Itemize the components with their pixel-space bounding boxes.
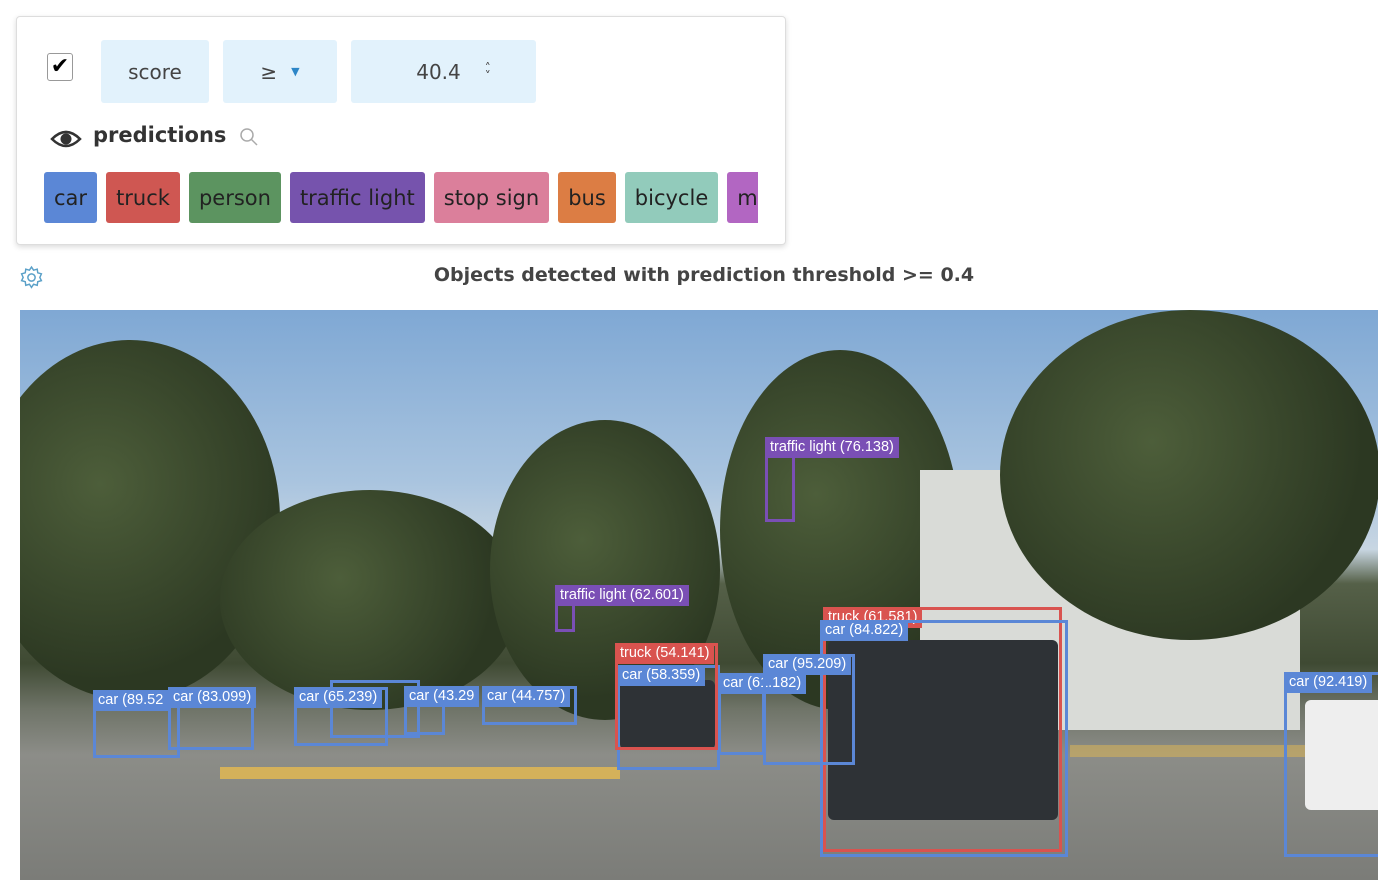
filter-operator-label: ≥	[260, 59, 278, 84]
bounding-box-car[interactable]	[330, 680, 420, 738]
filter-operator-select[interactable]: ≥ ▼	[223, 40, 337, 103]
panel-title: Objects detected with prediction thresho…	[433, 264, 975, 286]
bounding-box-label: car (84.822)	[820, 620, 909, 641]
class-tag-mot[interactable]: mot	[727, 172, 758, 223]
filter-checkbox[interactable]: ✔	[47, 53, 73, 81]
bounding-box-label: car (65.239)	[294, 687, 383, 708]
search-icon[interactable]	[239, 127, 259, 147]
filter-field-label: score	[128, 59, 182, 84]
bounding-box-label: car (58.359)	[617, 665, 706, 686]
bounding-box-label: car (89.52	[93, 690, 169, 711]
bounding-box-car[interactable]	[1284, 672, 1378, 857]
class-tag-bicycle[interactable]: bicycle	[624, 172, 719, 223]
filter-field-select[interactable]: score	[101, 40, 209, 103]
bounding-box-label: car (43.29	[404, 686, 480, 707]
caret-down-icon: ▼	[291, 65, 300, 78]
detection-image: truck (61.581) car (84.822) car (89.52 car …	[20, 310, 1378, 880]
spinner-icon[interactable]: ˄ ˅	[484, 60, 491, 83]
class-tag-bus[interactable]: bus	[558, 172, 616, 223]
class-tags: car truck person traffic light stop sign bus b…	[44, 172, 758, 223]
bounding-box-label: traffic light (62.601)	[555, 585, 689, 606]
class-tag-truck[interactable]: truck	[106, 172, 180, 223]
bounding-box-label: car (61.182)	[718, 673, 807, 694]
bounding-box-label: car (92.419)	[1284, 672, 1373, 693]
predictions-label: predictions	[93, 123, 227, 147]
bounding-box-label: traffic light (76.138)	[765, 437, 899, 458]
filter-panel: ✔ score ≥ ▼ 40.4 ˄ ˅ predictions car truck pe…	[16, 16, 786, 245]
filter-value-text: 40.4	[416, 59, 461, 84]
bounding-box-label: car (83.099)	[168, 687, 257, 708]
filter-value-input[interactable]: 40.4 ˄ ˅	[351, 40, 536, 103]
bounding-box-truck[interactable]	[823, 607, 1062, 852]
bounding-box-label: car (95.209)	[763, 654, 852, 675]
bounding-box-car[interactable]	[820, 620, 1068, 857]
class-tag-person[interactable]: person	[188, 172, 281, 223]
bounding-box-label: car (44.757)	[482, 686, 571, 707]
bounding-box-label: truck (54.141)	[615, 643, 715, 664]
class-tag-stop-sign[interactable]: stop sign	[433, 172, 550, 223]
eye-icon[interactable]	[50, 127, 82, 151]
class-tag-traffic-light[interactable]: traffic light	[289, 172, 425, 223]
gear-icon[interactable]	[19, 265, 44, 290]
class-tag-car[interactable]: car	[44, 172, 98, 223]
